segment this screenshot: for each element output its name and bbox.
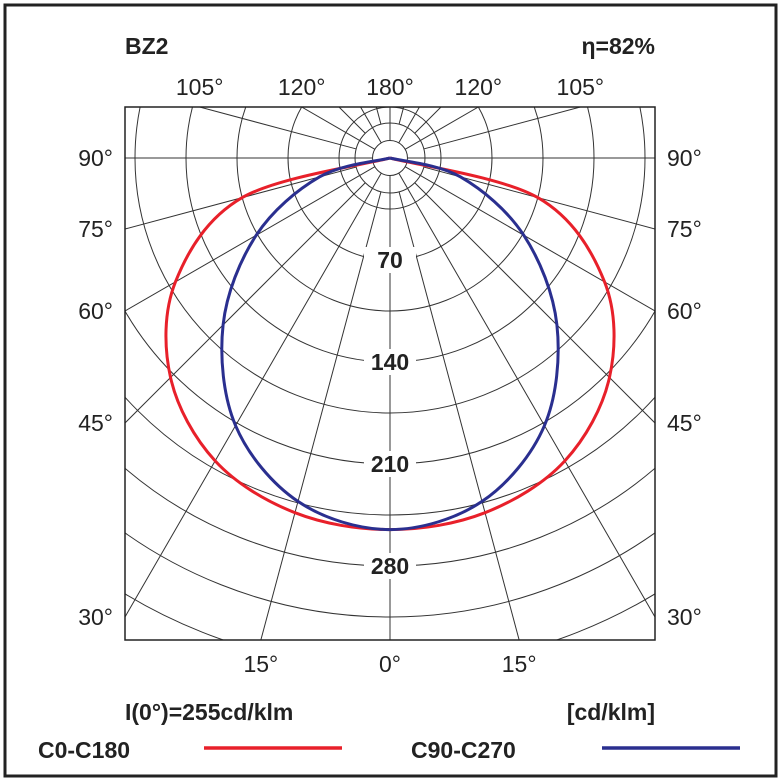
grid-radial-line — [404, 166, 655, 312]
grid-radial-line — [414, 182, 655, 424]
grid-radial-line — [414, 107, 442, 134]
legend-label-c90: C90-C270 — [411, 737, 516, 763]
grid-radial-line — [423, 107, 581, 150]
plot-frame — [124, 106, 656, 641]
grid-radial-line — [301, 107, 376, 150]
angle-label-top: 105° — [176, 74, 224, 100]
curve-c90-c270 — [220, 156, 560, 532]
angle-label-right: 60° — [667, 298, 702, 324]
angle-label-bottom: 0° — [379, 651, 401, 677]
angle-label-bottom: 15° — [502, 651, 537, 677]
unit-label: [cd/klm] — [567, 699, 655, 725]
angle-label-top: 120° — [455, 74, 503, 100]
radial-tick-label: 280 — [371, 553, 409, 579]
radial-label-bg — [364, 553, 416, 579]
angle-label-right: 30° — [667, 604, 702, 630]
grid-radial-line — [360, 107, 382, 144]
angle-label-left: 75° — [78, 216, 113, 242]
radial-tick-label: 70 — [377, 247, 403, 273]
angle-label-left: 60° — [78, 298, 113, 324]
grid-radial-line — [404, 107, 479, 150]
chart-title: BZ2 — [125, 33, 168, 59]
angle-label-top: 105° — [557, 74, 605, 100]
angle-label-top: 120° — [278, 74, 326, 100]
legend-label-c0: C0-C180 — [38, 737, 130, 763]
grid-radial-line — [125, 182, 366, 424]
grid-radial-line — [199, 107, 357, 150]
angle-label-right: 45° — [667, 410, 702, 436]
outer-frame — [3, 3, 778, 778]
grid-radial-line — [125, 166, 376, 312]
radial-tick-label: 140 — [371, 349, 409, 375]
angle-label-top: 180° — [366, 74, 414, 100]
angle-label-right: 75° — [667, 216, 702, 242]
grid-radial-line — [398, 172, 655, 618]
angle-label-left: 90° — [78, 145, 113, 171]
radial-label-bg — [364, 349, 416, 375]
angle-label-right: 90° — [667, 145, 702, 171]
grid-radial-line — [398, 107, 420, 144]
angle-label-left: 30° — [78, 604, 113, 630]
angle-label-bottom: 15° — [243, 651, 278, 677]
radial-label-bg — [364, 247, 416, 273]
grid-radial-line — [260, 191, 382, 640]
radial-tick-label: 210 — [371, 451, 409, 477]
intensity-note: I(0°)=255cd/klm — [125, 699, 293, 725]
grid-radial-line — [338, 107, 366, 134]
grid-radial-line — [398, 191, 520, 640]
radial-label-bg — [364, 451, 416, 477]
grid-radial-line — [375, 107, 382, 125]
efficiency-label: η=82% — [581, 33, 655, 59]
grid-radial-line — [125, 172, 382, 618]
angle-label-left: 45° — [78, 410, 113, 436]
grid-radial-line — [398, 107, 405, 125]
